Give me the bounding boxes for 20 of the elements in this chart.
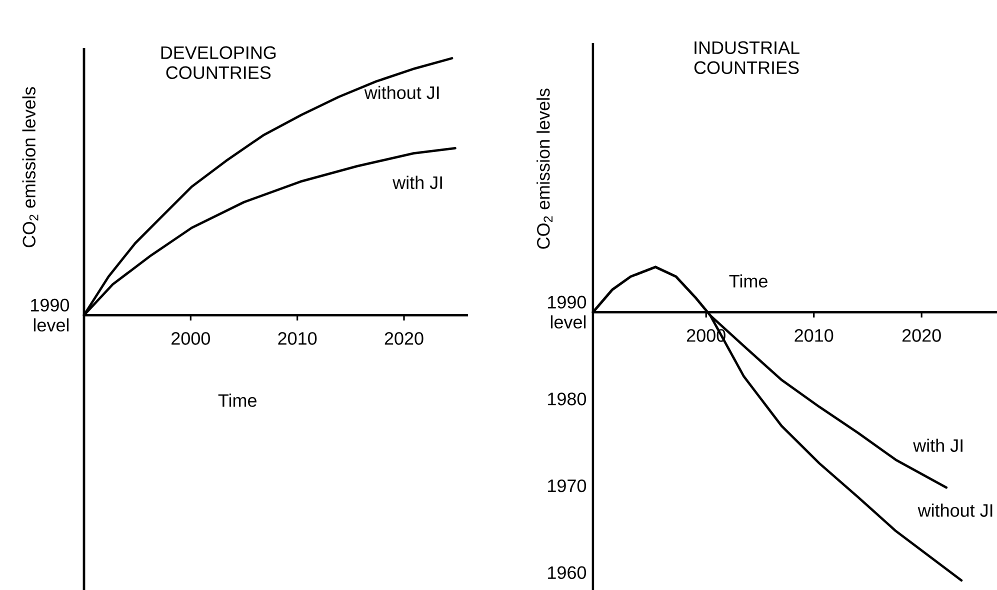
- x-tick-label: 2020: [384, 332, 424, 345]
- x-axis-title: Time: [218, 394, 256, 407]
- y-axis-title: CO$_{2}$ emission levels: [22, 87, 38, 248]
- x-axis-title: Time: [729, 274, 768, 288]
- series-label: without JI: [364, 86, 439, 100]
- text: 1990 level: [31, 298, 70, 332]
- series-label: without JI: [918, 504, 992, 517]
- y-tick-label: 1980: [548, 392, 586, 406]
- y-tick-label: 1970: [548, 479, 586, 492]
- y-tick-label: 1990 level: [548, 296, 586, 329]
- y-tick-label: 1960: [548, 566, 586, 579]
- x-tick-label: 2000: [172, 332, 210, 345]
- series-label: with JI: [392, 176, 442, 189]
- x-tick-label: 2010: [278, 332, 317, 345]
- x-tick-label: 2020: [902, 329, 941, 342]
- x-tick-label: 2010: [794, 329, 834, 342]
- y-axis-title: CO$_{2}$ emission levels: [536, 88, 552, 249]
- chart-title: INDUSTRIAL COUNTRIES: [694, 41, 800, 74]
- chart-title: DEVELOPING COUNTRIES: [161, 46, 276, 79]
- series-label: with JI: [913, 438, 962, 452]
